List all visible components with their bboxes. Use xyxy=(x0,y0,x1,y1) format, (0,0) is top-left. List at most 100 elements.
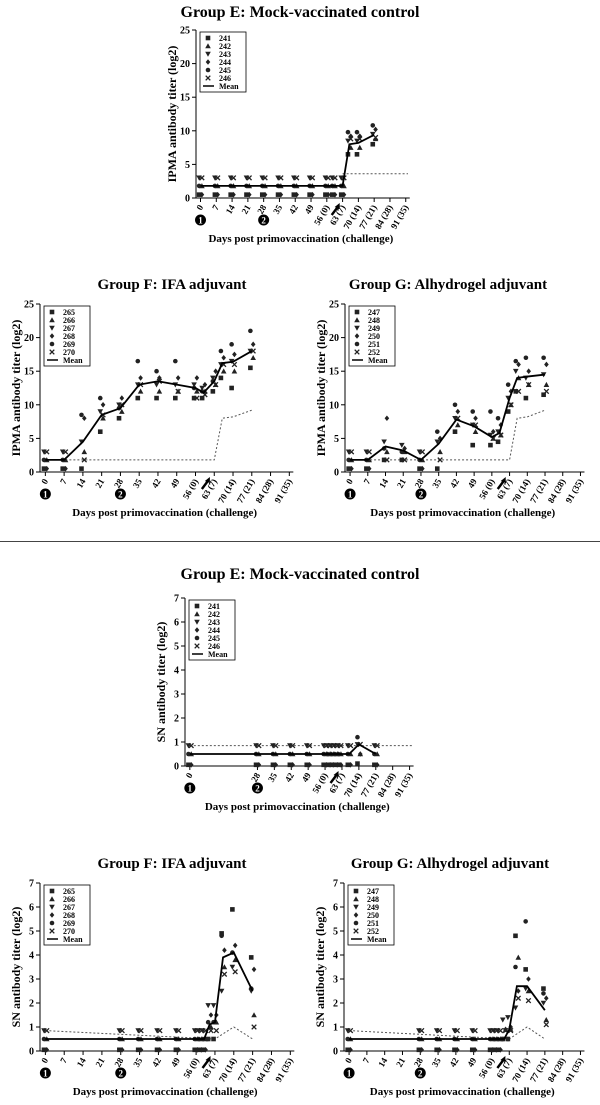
y-tick-label: 3 xyxy=(174,690,179,701)
x-tick-label: 14 xyxy=(376,1056,389,1069)
data-point xyxy=(332,191,338,198)
y-tick-label: 4 xyxy=(29,951,34,962)
data-point xyxy=(44,449,50,455)
data-point xyxy=(116,415,122,421)
data-point xyxy=(526,976,531,982)
data-point xyxy=(419,1047,424,1053)
data-point xyxy=(434,1047,439,1053)
vaccination-marker-icon xyxy=(195,214,207,226)
legend-entry: 252 xyxy=(368,348,380,357)
challenge-arrow-icon xyxy=(333,771,339,777)
data-point xyxy=(515,988,521,994)
x-tick-label: 49 xyxy=(169,1056,182,1069)
x-tick-label: 42 xyxy=(287,203,300,216)
challenge-arrow-icon xyxy=(200,480,209,490)
data-point xyxy=(354,129,360,135)
data-point xyxy=(49,309,55,315)
data-point xyxy=(346,466,351,471)
data-point xyxy=(354,317,360,323)
legend-entry: 249 xyxy=(368,324,380,333)
vaccination-marker-icon xyxy=(115,1067,127,1079)
y-tick-label: 20 xyxy=(180,59,190,70)
data-point xyxy=(230,175,237,181)
data-point xyxy=(44,1027,50,1034)
x-tick-label: 56 (0) xyxy=(310,771,330,795)
data-point xyxy=(543,388,550,395)
data-point xyxy=(194,375,200,381)
x-tick-label: 21 xyxy=(93,477,106,490)
data-point xyxy=(525,988,532,994)
data-point xyxy=(200,1047,206,1053)
data-point xyxy=(307,762,312,768)
chart-title: Group E: Mock-vaccinated control xyxy=(181,4,421,21)
data-point xyxy=(310,191,315,198)
data-point xyxy=(290,762,295,768)
mean-line xyxy=(350,373,546,461)
data-point xyxy=(194,388,200,394)
x-tick-label: 49 xyxy=(168,477,181,490)
data-point xyxy=(490,435,497,442)
y-tick-label: 25 xyxy=(24,300,34,311)
data-point xyxy=(97,429,103,434)
legend-box xyxy=(43,305,91,367)
vaccination-marker-label: 2 xyxy=(261,216,266,226)
data-point xyxy=(250,354,256,361)
x-tick-label: 14 xyxy=(75,1056,88,1069)
data-point xyxy=(188,742,194,749)
data-point xyxy=(205,1003,211,1009)
data-point xyxy=(372,136,379,142)
data-point xyxy=(347,1027,354,1034)
data-point xyxy=(498,1047,503,1053)
data-point xyxy=(49,888,55,894)
data-point xyxy=(472,428,479,434)
legend-entry: 241 xyxy=(219,34,231,43)
data-point xyxy=(540,1000,547,1006)
data-point xyxy=(213,1027,220,1034)
y-tick-label: 7 xyxy=(29,879,34,890)
x-tick-label: 0 xyxy=(344,477,355,486)
data-point xyxy=(434,466,440,471)
data-point xyxy=(219,931,224,936)
section-divider xyxy=(0,541,600,542)
x-tick-label: 7 xyxy=(362,477,373,486)
x-tick-label: 35 xyxy=(266,771,279,784)
vaccination-marker-label: 1 xyxy=(348,490,353,500)
data-point xyxy=(79,466,84,471)
data-point xyxy=(256,762,262,768)
data-point xyxy=(138,1047,144,1053)
x-tick-label: 28 xyxy=(413,477,426,490)
data-point xyxy=(256,742,262,749)
data-point xyxy=(208,1027,214,1034)
y-tick-label: 0 xyxy=(334,468,339,479)
data-point xyxy=(513,933,518,939)
legend-entry: Mean xyxy=(63,356,83,365)
data-point xyxy=(221,964,228,970)
y-tick-label: 6 xyxy=(333,903,338,914)
x-tick-label: 7 xyxy=(58,477,69,486)
challenge-arrow-icon xyxy=(334,203,340,209)
data-point xyxy=(505,409,511,414)
data-point xyxy=(321,762,326,768)
data-point xyxy=(499,1017,506,1023)
data-point xyxy=(49,325,55,331)
data-point xyxy=(205,43,211,49)
vaccination-marker-icon xyxy=(39,488,51,500)
data-point xyxy=(208,1024,214,1030)
data-point xyxy=(49,912,55,918)
data-point xyxy=(497,1027,504,1034)
data-point xyxy=(354,152,360,157)
data-point xyxy=(470,409,476,414)
vaccination-marker-icon xyxy=(344,488,356,500)
legend-entry: 266 xyxy=(63,895,75,904)
data-point xyxy=(191,382,197,388)
data-point xyxy=(353,912,359,918)
x-axis-label: Days post primovaccination (challenge) xyxy=(205,801,390,813)
data-point xyxy=(232,957,238,963)
data-point xyxy=(348,449,355,455)
data-point xyxy=(218,348,224,354)
challenge-arrow-icon xyxy=(496,480,505,490)
legend-entry: 251 xyxy=(367,919,379,928)
data-point xyxy=(119,408,125,414)
data-point xyxy=(513,964,518,970)
